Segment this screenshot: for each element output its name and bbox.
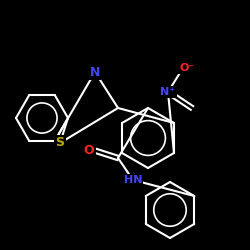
Text: O⁻: O⁻ (180, 63, 194, 73)
Text: N⁺: N⁺ (160, 87, 176, 97)
Text: N⁺: N⁺ (160, 87, 176, 97)
Text: S: S (56, 136, 64, 149)
Text: N: N (90, 66, 100, 78)
Text: HN: HN (124, 175, 142, 185)
Text: O: O (84, 144, 94, 156)
Text: N: N (90, 66, 100, 78)
Text: O⁻: O⁻ (180, 63, 194, 73)
Text: O: O (84, 144, 94, 156)
Text: HN: HN (124, 175, 142, 185)
Text: S: S (56, 136, 64, 149)
